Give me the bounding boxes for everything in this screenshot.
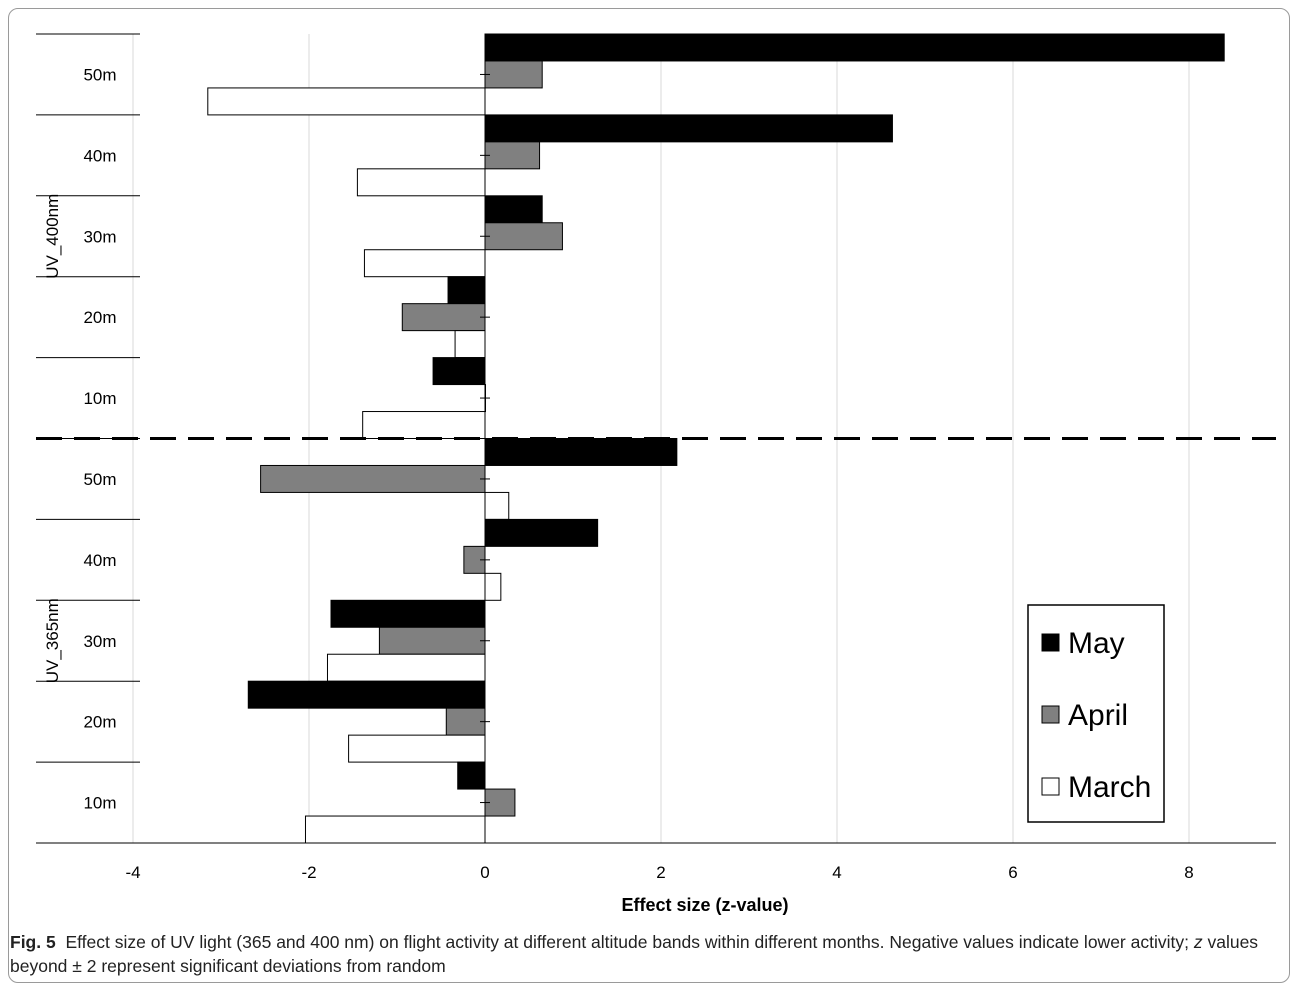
figure-caption: Fig. 5 Effect size of UV light (365 and … xyxy=(10,930,1280,978)
bar-UV_400nm-20m-may xyxy=(447,276,486,305)
x-tick-label-2: 2 xyxy=(656,863,665,882)
bar-UV_400nm-40m-may xyxy=(484,114,893,143)
bar-UV_400nm-40m-april xyxy=(484,141,541,170)
bar-UV_400nm-40m-march xyxy=(356,168,486,197)
bar-UV_365nm-30m-may xyxy=(330,599,486,628)
x-tick-label--4: -4 xyxy=(125,863,140,882)
bar-UV_400nm-20m-march xyxy=(454,330,486,359)
bar-UV_365nm-50m-may xyxy=(484,438,678,466)
legend-label-may: May xyxy=(1068,627,1125,660)
x-tick-label--2: -2 xyxy=(301,863,316,882)
category-label-UV_400nm-20m: 20m xyxy=(83,308,116,327)
x-tick-label-6: 6 xyxy=(1008,863,1017,882)
bar-UV_400nm-50m-may xyxy=(484,33,1225,62)
category-label-UV_400nm-30m: 30m xyxy=(83,227,116,246)
caption-z-symbol: z xyxy=(1193,932,1203,952)
legend-swatch-may xyxy=(1041,633,1060,652)
bar-UV_365nm-40m-may xyxy=(484,518,599,547)
x-tick-label-8: 8 xyxy=(1184,863,1193,882)
bar-UV_400nm-30m-march xyxy=(363,249,486,278)
bar-UV_365nm-50m-april xyxy=(260,464,486,493)
category-label-UV_400nm-40m: 40m xyxy=(83,146,116,165)
bar-UV_365nm-50m-march xyxy=(484,491,510,520)
category-label-UV_365nm-50m: 50m xyxy=(83,470,116,489)
bar-UV_365nm-30m-march xyxy=(326,653,486,682)
bar-UV_400nm-30m-may xyxy=(484,195,543,224)
category-label-UV_365nm-40m: 40m xyxy=(83,551,116,570)
legend-swatch-march xyxy=(1041,777,1060,796)
legend-label-march: March xyxy=(1068,771,1151,804)
caption-text-after-z: values beyond ± 2 represent significant … xyxy=(10,932,1259,976)
bar-UV_365nm-10m-march xyxy=(304,815,486,844)
bar-UV_400nm-10m-may xyxy=(432,357,486,386)
bar-UV_400nm-10m-march xyxy=(362,411,486,439)
category-label-UV_365nm-20m: 20m xyxy=(83,713,116,732)
bar-UV_365nm-20m-may xyxy=(247,680,486,709)
category-label-UV_365nm-10m: 10m xyxy=(83,794,116,813)
bar-UV_365nm-40m-march xyxy=(484,572,502,601)
group-label-UV_400nm: UV_400nm xyxy=(43,194,62,279)
caption-text-before-z: Effect size of UV light (365 and 400 nm)… xyxy=(65,932,1189,952)
bar-UV_365nm-10m-may xyxy=(457,761,486,790)
bar-UV_365nm-20m-april xyxy=(445,707,486,736)
figure-frame xyxy=(8,8,1290,983)
figure-label: Fig. 5 xyxy=(10,932,56,952)
bar-UV_365nm-20m-march xyxy=(348,734,486,763)
x-axis-title: Effect size (z-value) xyxy=(621,895,788,915)
x-tick-label-4: 4 xyxy=(832,863,841,882)
bar-UV_400nm-50m-april xyxy=(484,60,543,89)
bar-UV_365nm-30m-april xyxy=(378,626,486,655)
group-label-UV_365nm: UV_365nm xyxy=(43,598,62,683)
category-label-UV_365nm-30m: 30m xyxy=(83,632,116,651)
bar-UV_400nm-50m-march xyxy=(207,87,486,116)
x-tick-label-0: 0 xyxy=(480,863,489,882)
bar-UV_400nm-20m-april xyxy=(401,303,486,332)
bar-UV_400nm-30m-april xyxy=(484,222,563,251)
legend-label-april: April xyxy=(1068,699,1128,732)
category-label-UV_400nm-10m: 10m xyxy=(83,389,116,408)
category-label-UV_400nm-50m: 50m xyxy=(83,65,116,84)
legend-swatch-april xyxy=(1041,705,1060,724)
